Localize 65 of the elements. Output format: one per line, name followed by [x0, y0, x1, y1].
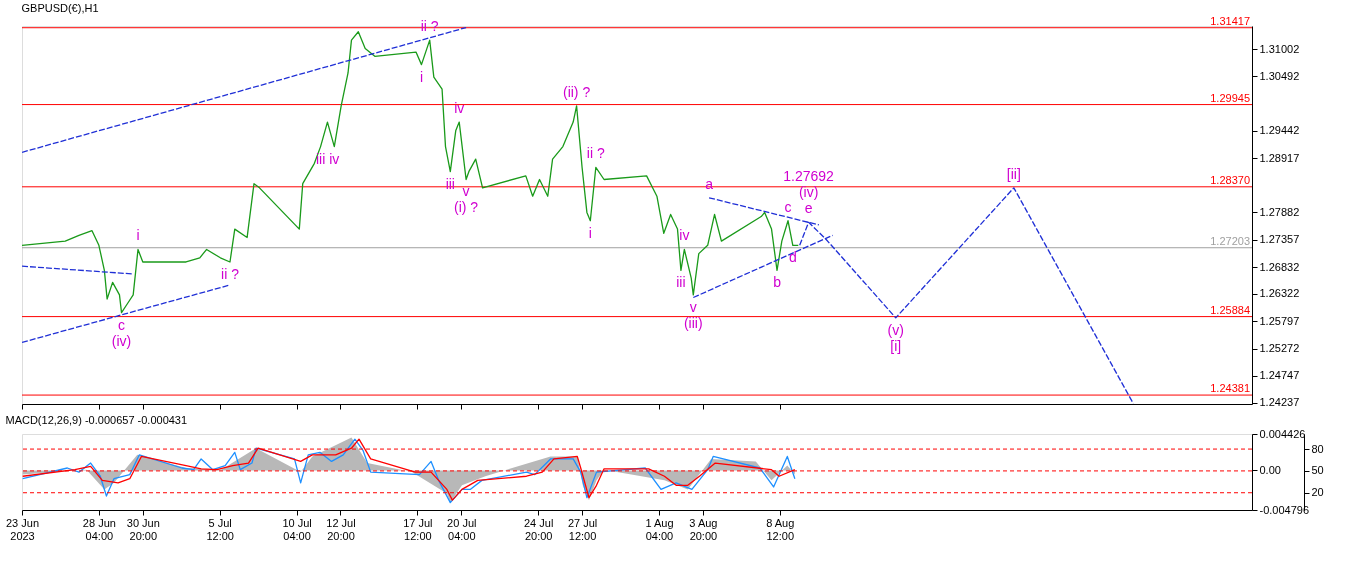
y-tick-label: 1.24237: [1259, 396, 1300, 409]
annotation: [i]: [890, 337, 902, 354]
x-tick-label: 20 Jul 04:00: [447, 516, 477, 542]
annotation: iii: [676, 274, 686, 291]
x-tick-label: 27 Jul 12:00: [567, 516, 598, 542]
annotation: ii ?: [586, 145, 605, 162]
y2-tick-label: 20: [1311, 486, 1324, 499]
chart-title: GBPUSD(€),H1: [21, 1, 99, 14]
x-tick-label: 23 Jun 2023: [5, 516, 40, 542]
annotation: iv: [329, 150, 340, 167]
y-tick-label: 1.25797: [1259, 314, 1300, 327]
x-tick-label: 24 Jul 20:00: [523, 516, 554, 542]
annotation: (iv): [798, 184, 819, 201]
annotation: (i) ?: [454, 199, 479, 216]
annotation: (iv): [111, 332, 132, 349]
annotation: c: [784, 198, 792, 215]
y-tick-label: 1.25272: [1259, 342, 1300, 355]
y2-tick-label: 80: [1311, 442, 1324, 455]
y-tick-label: 0.004426: [1259, 427, 1306, 440]
x-tick-label: 3 Aug 20:00: [689, 516, 718, 542]
ref-line-label: 1.31417: [1210, 14, 1250, 27]
y-tick-label: 1.30492: [1259, 69, 1300, 82]
annotation: 1.27692: [783, 168, 835, 185]
annotation: (iii): [683, 314, 703, 331]
ref-line-label: 1.25884: [1210, 303, 1250, 316]
x-tick-label: 28 Jun 04:00: [82, 516, 116, 542]
y-tick-label: 1.31002: [1259, 42, 1300, 55]
y-tick-label: 1.24747: [1259, 369, 1300, 382]
ref-line-label: 1.27203: [1210, 234, 1250, 247]
y2-tick-label: 50: [1311, 464, 1324, 477]
y-tick-label: 0.00: [1259, 463, 1281, 476]
y-tick-label: 1.29442: [1259, 124, 1300, 137]
x-tick-label: 30 Jun 20:00: [126, 516, 160, 542]
y-tick-label: 1.27357: [1259, 233, 1300, 246]
y-tick-label: -0.004796: [1259, 503, 1310, 516]
annotation: c: [118, 316, 126, 333]
annotation: iv: [679, 227, 690, 244]
ref-line-label: 1.28370: [1210, 173, 1250, 186]
annotation: i: [419, 68, 424, 85]
chart-title: MACD(12,26,9) -0.000657 -0.000431: [5, 414, 188, 426]
annotation: ii ?: [221, 265, 240, 282]
x-tick-label: 10 Jul 04:00: [282, 516, 312, 542]
annotation: b: [773, 274, 782, 291]
annotation: d: [788, 249, 797, 266]
annotation: (ii) ?: [562, 83, 591, 100]
y-tick-label: 1.28917: [1259, 151, 1300, 164]
x-tick-label: 8 Aug 12:00: [766, 516, 795, 542]
annotation: i: [136, 227, 140, 244]
x-tick-label: 12 Jul 20:00: [326, 516, 356, 542]
y-tick-label: 1.26832: [1259, 260, 1300, 273]
annotation: iii: [315, 150, 326, 167]
ref-line-label: 1.29945: [1210, 91, 1250, 104]
x-tick-label: 5 Jul 12:00: [206, 516, 234, 542]
y-tick-label: 1.26322: [1259, 287, 1300, 300]
annotation: iv: [454, 100, 465, 117]
ref-line-label: 1.24381: [1210, 382, 1250, 395]
annotation: i: [588, 224, 592, 241]
annotation: e: [804, 200, 813, 217]
annotation: [ii]: [1006, 165, 1021, 182]
annotation: (v): [887, 321, 904, 338]
x-tick-label: 1 Aug 04:00: [645, 516, 674, 542]
annotation: v: [462, 183, 470, 200]
x-tick-label: 17 Jul 12:00: [403, 516, 433, 542]
y-tick-label: 1.27882: [1259, 205, 1300, 218]
annotation: v: [689, 298, 697, 315]
